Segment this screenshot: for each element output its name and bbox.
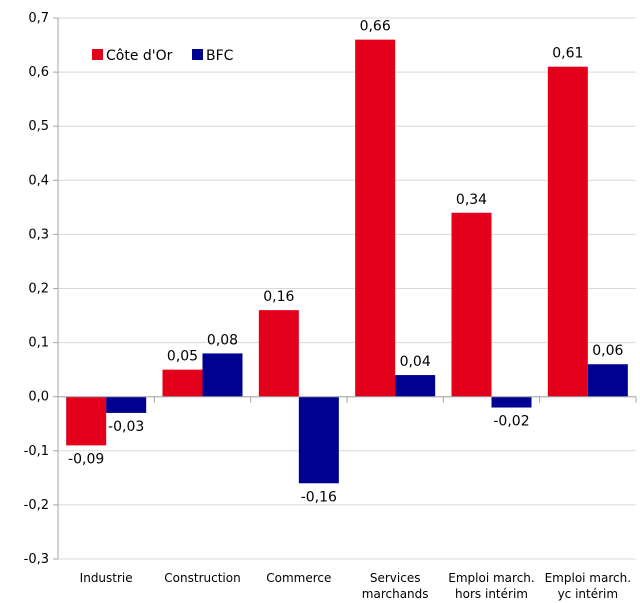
y-tick-label: -0,1	[24, 444, 49, 459]
data-label: 0,34	[456, 192, 487, 208]
data-label: 0,04	[400, 354, 431, 370]
y-tick-label: 0,5	[28, 119, 49, 134]
x-category-label: Industrie	[80, 571, 133, 585]
x-category-label: Commerce	[266, 571, 331, 585]
y-tick-label: 0,4	[28, 173, 49, 188]
bar-bfc	[395, 375, 436, 397]
data-label: 0,66	[360, 19, 391, 35]
bar-cote-dor	[258, 310, 299, 397]
y-tick-label: 0,0	[28, 390, 49, 405]
data-label: 0,16	[263, 289, 294, 305]
data-label: -0,09	[68, 451, 104, 467]
x-category-label: Emploi march.	[545, 571, 631, 585]
bar-bfc	[298, 396, 339, 484]
bar-bfc	[106, 396, 147, 413]
x-category-label: Services	[370, 571, 421, 585]
bar-cote-dor	[66, 396, 107, 446]
data-label: 0,61	[552, 46, 583, 62]
y-tick-label: -0,3	[24, 552, 49, 567]
y-tick-label: 0,1	[28, 336, 49, 351]
y-tick-label: 0,7	[28, 11, 49, 26]
x-category-label: yc intérim	[558, 587, 619, 601]
y-tick-label: 0,2	[28, 282, 49, 297]
x-category-label: marchands	[362, 587, 429, 601]
data-label: 0,05	[167, 349, 198, 365]
bar-cote-dor	[355, 39, 396, 397]
legend-swatch	[192, 49, 203, 60]
legend-swatch	[92, 49, 103, 60]
data-label: 0,06	[592, 343, 623, 359]
data-label: 0,08	[207, 332, 238, 348]
bar-bfc	[491, 396, 532, 408]
y-tick-label: -0,2	[24, 498, 49, 513]
y-tick-label: 0,3	[28, 227, 49, 242]
bar-cote-dor	[451, 212, 492, 397]
bar-cote-dor	[547, 66, 588, 397]
legend-label: Côte d'Or	[106, 48, 173, 64]
bar-bfc	[587, 364, 628, 397]
data-label: -0,16	[301, 489, 337, 505]
data-label: -0,02	[493, 414, 529, 430]
x-category-label: Construction	[164, 571, 240, 585]
y-tick-label: 0,6	[28, 65, 49, 80]
bar-bfc	[202, 353, 243, 397]
bar-cote-dor	[162, 369, 203, 397]
x-category-label: hors intérim	[455, 587, 528, 601]
x-category-label: Emploi march.	[448, 571, 534, 585]
data-label: -0,03	[108, 419, 144, 435]
legend-label: BFC	[206, 48, 234, 64]
